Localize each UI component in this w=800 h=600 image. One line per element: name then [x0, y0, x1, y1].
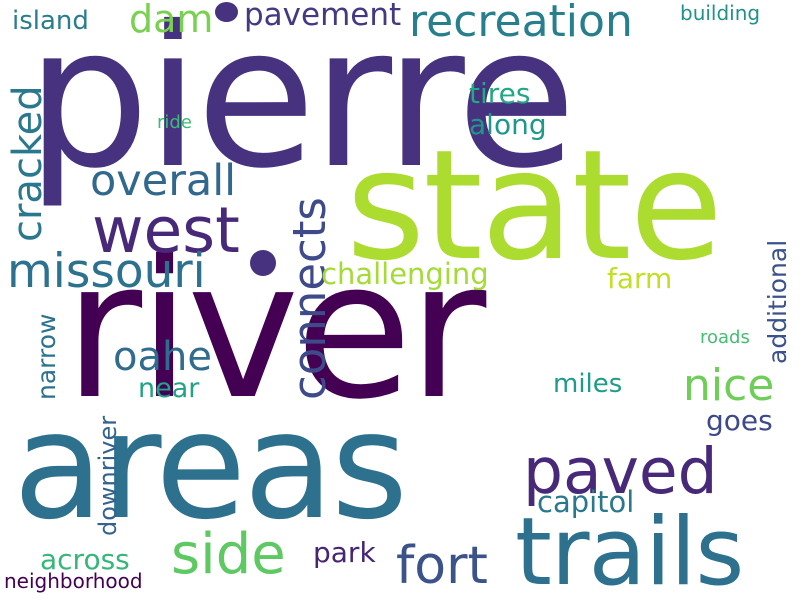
word-neighborhood: neighborhood — [4, 569, 143, 593]
word-missouri: missouri — [7, 244, 206, 299]
word-park: park — [313, 536, 376, 569]
word-trails: trails — [515, 498, 744, 600]
word-fort: fort — [396, 536, 488, 596]
dot-top — [215, 2, 238, 22]
word-areas: areas — [13, 380, 408, 552]
word-recreation: recreation — [409, 0, 633, 47]
word-pavement: pavement — [244, 0, 402, 33]
word-capitol: capitol — [537, 485, 635, 519]
word-oahe: oahe — [113, 334, 212, 380]
word-paved: paved — [523, 435, 718, 508]
word-nice: nice — [683, 360, 775, 411]
word-downriver: downriver — [94, 415, 122, 536]
word-cracked: cracked — [5, 85, 51, 242]
dot-middle — [250, 250, 276, 276]
word-state: state — [346, 117, 723, 294]
word-dam: dam — [129, 0, 214, 41]
word-connects: connects — [283, 197, 336, 400]
word-across: across — [40, 543, 130, 576]
word-building: building — [680, 1, 761, 25]
word-overall: overall — [90, 156, 237, 206]
word-roads: roads — [700, 327, 750, 348]
word-along: along — [469, 108, 547, 141]
word-island: island — [12, 6, 89, 36]
word-west: west — [92, 194, 240, 267]
word-challenging: challenging — [321, 257, 489, 291]
word-tires: tires — [469, 77, 531, 110]
word-additional: additional — [763, 239, 792, 364]
word-narrow: narrow — [32, 313, 61, 400]
word-miles: miles — [553, 369, 623, 399]
word-farm: farm — [607, 262, 673, 295]
word-side: side — [171, 522, 286, 587]
word-near: near — [138, 373, 200, 404]
word-pierre: pierre — [26, 0, 577, 211]
word-goes: goes — [706, 404, 773, 437]
word-ride: ride — [157, 112, 192, 133]
